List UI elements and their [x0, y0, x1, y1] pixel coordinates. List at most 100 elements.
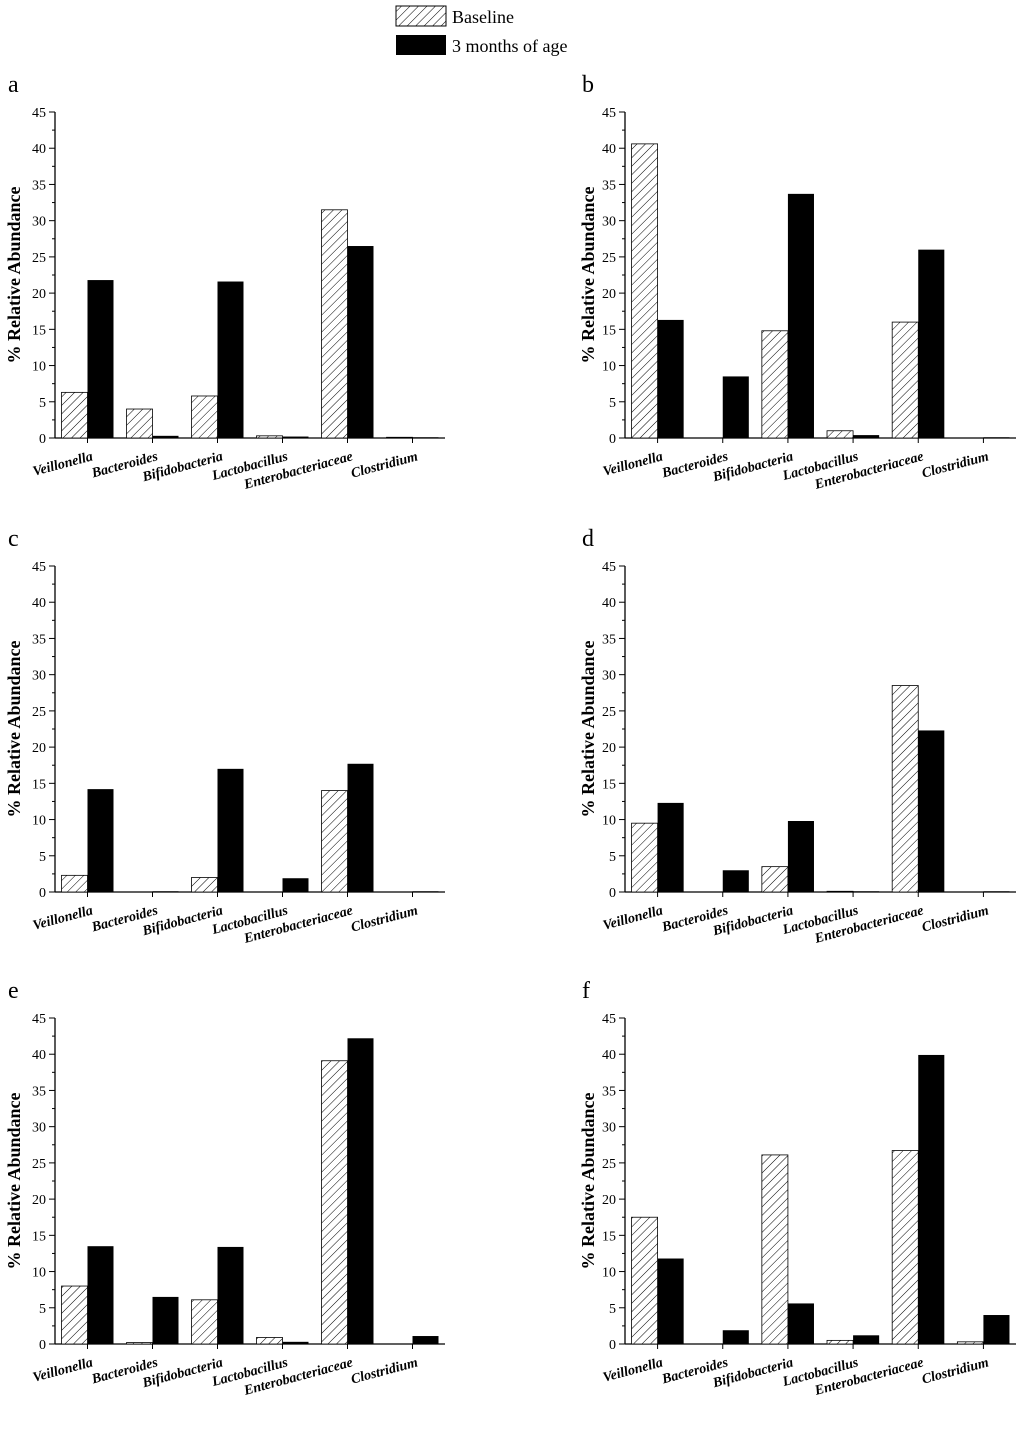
panel-letter: a — [8, 72, 19, 98]
x-category-label: Veillonella — [31, 903, 94, 933]
y-tick-label: 45 — [32, 1012, 46, 1027]
y-tick-label: 45 — [32, 560, 46, 575]
y-tick-label: 20 — [602, 741, 616, 756]
y-tick-label: 15 — [602, 1229, 616, 1244]
bar-3-months — [787, 1303, 814, 1344]
y-tick-label: 15 — [602, 323, 616, 338]
bar-3-months — [983, 891, 1010, 892]
bar-3-months — [853, 1335, 880, 1344]
y-tick-label: 5 — [39, 850, 46, 865]
y-tick-label: 0 — [609, 1338, 616, 1353]
y-tick-label: 25 — [602, 1157, 616, 1172]
bar-baseline — [256, 1337, 283, 1345]
bar-baseline — [761, 330, 789, 439]
panel-letter: e — [8, 978, 19, 1004]
y-tick-label: 40 — [602, 142, 616, 157]
bar-3-months — [412, 437, 439, 438]
y-tick-label: 5 — [609, 850, 616, 865]
bar-baseline — [321, 209, 348, 439]
y-tick-label: 30 — [32, 669, 46, 684]
bar-baseline — [826, 890, 854, 893]
y-tick-label: 10 — [32, 360, 46, 375]
y-tick-label: 20 — [602, 1193, 616, 1208]
y-tick-label: 30 — [602, 215, 616, 230]
y-tick-label: 10 — [602, 814, 616, 829]
chart-panel-e: e % Relative Abundance 0 5 10 15 20 25 30 35 40 45 V… — [4, 978, 445, 1399]
legend-swatch-baseline — [395, 5, 447, 27]
bar-baseline — [126, 1342, 153, 1345]
bar-3-months — [217, 1246, 244, 1344]
y-tick-label: 40 — [602, 596, 616, 611]
y-tick-label: 20 — [32, 741, 46, 756]
y-tick-label: 45 — [602, 106, 616, 121]
bar-baseline — [61, 391, 88, 439]
bar-3-months — [152, 1296, 179, 1344]
bar-3-months — [217, 281, 244, 438]
bar-3-months — [87, 1246, 114, 1344]
y-tick-label: 30 — [32, 215, 46, 230]
bar-baseline — [386, 436, 413, 439]
bar-3-months — [347, 246, 374, 438]
legend-swatch-3-months — [396, 35, 446, 55]
y-tick-label: 15 — [32, 323, 46, 338]
y-tick-label: 10 — [32, 814, 46, 829]
bar-3-months — [983, 437, 1010, 438]
chart-panel-f: f % Relative Abundance 0 5 10 15 20 25 30 35 40 45 V… — [578, 978, 1016, 1399]
y-axis-title: % Relative Abundance — [4, 186, 24, 363]
bar-3-months — [722, 1330, 749, 1344]
panel-letter: d — [582, 526, 594, 552]
bar-baseline — [61, 874, 88, 893]
chart-panel-b: b % Relative Abundance 0 5 10 15 20 25 30 35 40 45 V… — [578, 72, 1016, 493]
y-tick-label: 25 — [32, 705, 46, 720]
y-tick-label: 35 — [602, 178, 616, 193]
bar-3-months — [412, 891, 439, 892]
panel-letter: c — [8, 526, 19, 552]
y-tick-label: 15 — [32, 1229, 46, 1244]
bar-3-months — [347, 763, 374, 892]
y-tick-label: 35 — [32, 178, 46, 193]
bar-3-months — [87, 280, 114, 438]
y-tick-label: 35 — [602, 632, 616, 647]
legend: Baseline 3 months of age — [395, 5, 567, 56]
x-category-label: Veillonella — [31, 1355, 94, 1385]
y-tick-label: 45 — [602, 1012, 616, 1027]
y-tick-label: 45 — [602, 560, 616, 575]
x-category-label: Clostridium — [920, 903, 990, 935]
x-category-label: Veillonella — [601, 1355, 664, 1385]
y-tick-label: 30 — [32, 1121, 46, 1136]
bar-3-months — [853, 891, 880, 892]
bar-baseline — [891, 1150, 919, 1345]
chart-panels: a % Relative Abundance 0 5 10 15 20 25 30 35 40 45 V… — [4, 72, 1016, 1399]
bar-3-months — [152, 435, 179, 438]
chart-panel-a: a % Relative Abundance 0 5 10 15 20 25 30 35 40 45 V… — [4, 72, 445, 493]
y-tick-label: 5 — [609, 396, 616, 411]
chart-panel-d: d % Relative Abundance 0 5 10 15 20 25 30 35 40 45 V… — [578, 526, 1016, 947]
bar-3-months — [722, 870, 749, 892]
y-tick-label: 5 — [39, 396, 46, 411]
bar-3-months — [787, 193, 814, 438]
bar-3-months — [722, 376, 749, 438]
bar-3-months — [853, 435, 880, 438]
y-tick-label: 0 — [609, 432, 616, 447]
bar-baseline — [761, 866, 789, 893]
bar-3-months — [282, 1341, 309, 1344]
y-tick-label: 0 — [609, 886, 616, 901]
chart-panel-c: c % Relative Abundance 0 5 10 15 20 25 30 35 40 45 V… — [4, 526, 445, 947]
y-tick-label: 35 — [32, 632, 46, 647]
bar-3-months — [282, 878, 309, 892]
bar-baseline — [956, 1341, 984, 1345]
bar-3-months — [87, 789, 114, 892]
y-tick-label: 25 — [602, 705, 616, 720]
bar-baseline — [321, 790, 348, 893]
y-tick-label: 5 — [39, 1302, 46, 1317]
y-tick-label: 20 — [32, 287, 46, 302]
bar-baseline — [191, 1299, 218, 1345]
bar-baseline — [191, 395, 218, 439]
y-tick-label: 15 — [602, 777, 616, 792]
y-tick-label: 30 — [602, 1121, 616, 1136]
panel-letter: b — [582, 72, 594, 98]
y-tick-label: 20 — [602, 287, 616, 302]
bar-baseline — [631, 822, 658, 893]
bar-baseline — [61, 1285, 88, 1345]
bar-3-months — [217, 768, 244, 892]
